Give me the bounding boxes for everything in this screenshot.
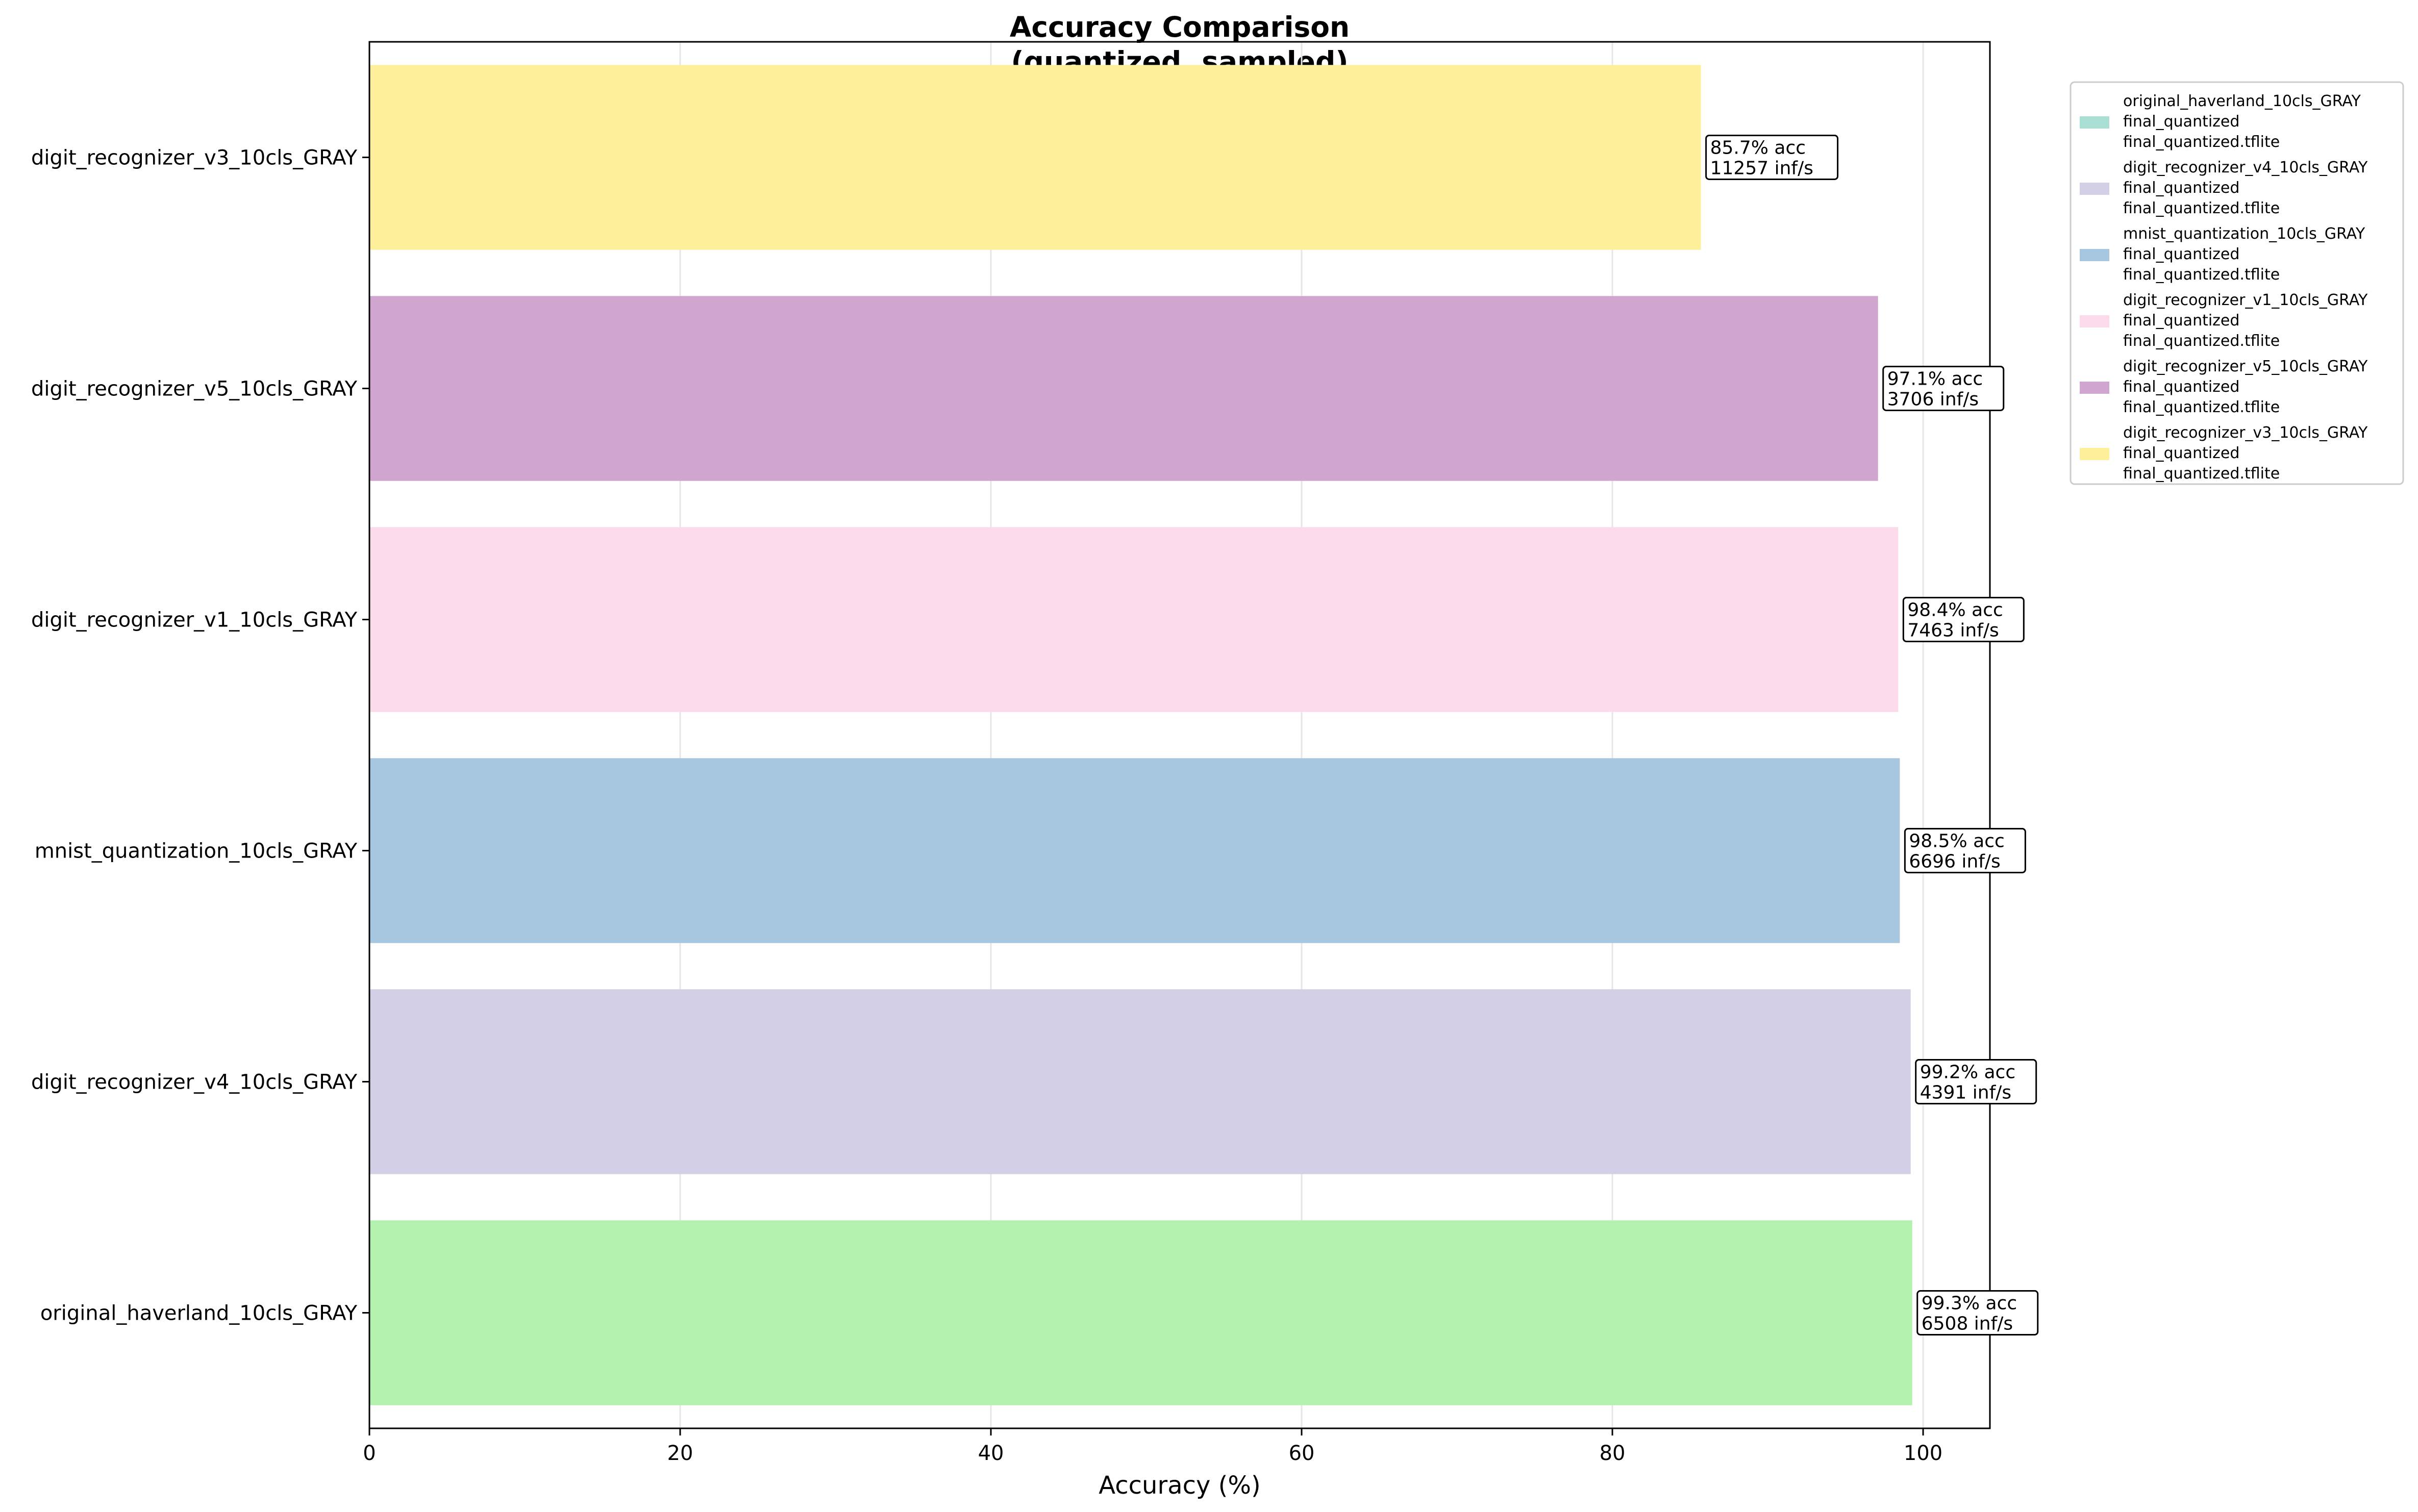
x-tick-label: 80 xyxy=(1600,1442,1626,1465)
data-label-box xyxy=(1882,366,2005,411)
y-tick-label: digit_recognizer_v1_10cls_GRAY xyxy=(31,609,358,632)
legend-entry-text: final_quantized xyxy=(2123,179,2239,197)
data-label: 98.4% acc xyxy=(1907,600,2003,621)
data-label: 98.5% acc xyxy=(1909,831,2004,852)
legend-entry-text: final_quantized.tflite xyxy=(2123,332,2280,350)
legend-entry-text: final_quantized xyxy=(2123,245,2239,263)
legend-swatch xyxy=(2080,249,2109,261)
data-label: 99.3% acc xyxy=(1922,1293,2017,1314)
data-label-box xyxy=(1904,828,2026,873)
chart-title-line-1: Accuracy Comparison xyxy=(1010,11,1350,43)
legend-frame xyxy=(2070,81,2404,485)
data-label: 99.2% acc xyxy=(1920,1062,2015,1083)
legend-entry-text: digit_recognizer_v1_10cls_GRAY xyxy=(2123,291,2368,309)
data-label: 85.7% acc xyxy=(1710,138,1806,159)
legend-entry-text: final_quantized.tflite xyxy=(2123,266,2280,284)
legend-entry-text: final_quantized xyxy=(2123,312,2239,330)
data-label: 4391 inf/s xyxy=(1920,1082,2011,1103)
bar xyxy=(369,527,1899,712)
legend-swatch xyxy=(2080,448,2109,460)
legend-entry-text: digit_recognizer_v5_10cls_GRAY xyxy=(2123,358,2368,375)
legend-entry-text: digit_recognizer_v4_10cls_GRAY xyxy=(2123,159,2368,177)
data-label: 3706 inf/s xyxy=(1887,389,1979,410)
data-label: 6696 inf/s xyxy=(1909,851,2000,872)
bar xyxy=(369,296,1878,481)
legend-swatch xyxy=(2080,116,2109,129)
x-tick-label: 40 xyxy=(978,1442,1004,1465)
legend-entry-text: final_quantized xyxy=(2123,444,2239,462)
data-label-box xyxy=(1916,1290,2039,1335)
x-tick-label: 60 xyxy=(1289,1442,1315,1465)
legend-entry-text: original_haverland_10cls_GRAY xyxy=(2123,92,2361,110)
data-label: 6508 inf/s xyxy=(1922,1314,2013,1334)
data-label-box xyxy=(1705,135,1839,180)
data-label: 97.1% acc xyxy=(1887,369,1983,390)
legend-swatch xyxy=(2080,315,2109,327)
data-label-box xyxy=(1902,597,2025,642)
data-label: 11257 inf/s xyxy=(1710,158,1813,179)
legend-entry-text: mnist_quantization_10cls_GRAY xyxy=(2123,225,2365,243)
legend-entry-text: final_quantized xyxy=(2123,113,2239,131)
legend-entry-text: final_quantized.tflite xyxy=(2123,398,2280,416)
legend: original_haverland_10cls_GRAY final_quant… xyxy=(2070,81,2404,485)
legend-entry-text: final_quantized xyxy=(2123,378,2239,396)
legend-entry-text: digit_recognizer_v3_10cls_GRAY xyxy=(2123,424,2368,442)
bar xyxy=(369,1220,1912,1405)
x-tick-label: 100 xyxy=(1904,1442,1942,1465)
y-tick-label: mnist_quantization_10cls_GRAY xyxy=(35,840,358,863)
y-tick-label: original_haverland_10cls_GRAY xyxy=(40,1302,358,1325)
y-tick-label: digit_recognizer_v4_10cls_GRAY xyxy=(31,1071,358,1094)
bar xyxy=(369,989,1911,1174)
y-tick-label: digit_recognizer_v5_10cls_GRAY xyxy=(31,377,358,401)
legend-entry-text: final_quantized.tflite xyxy=(2123,465,2280,483)
data-label: 7463 inf/s xyxy=(1907,620,1999,641)
x-axis-label: Accuracy (%) xyxy=(1099,1471,1260,1500)
bar xyxy=(369,65,1701,250)
legend-swatch xyxy=(2080,183,2109,195)
legend-entry-text: final_quantized.tflite xyxy=(2123,199,2280,217)
bar xyxy=(369,758,1900,943)
x-tick-label: 0 xyxy=(363,1442,376,1465)
bars xyxy=(369,65,1912,1405)
legend-swatch xyxy=(2080,382,2109,394)
plot-frame xyxy=(368,41,1991,1429)
x-tick-label: 20 xyxy=(667,1442,693,1465)
axis-ticks: 0 20 40 60 80 100 original_haverland_10cls_GRA… xyxy=(31,146,1942,1466)
data-label-box xyxy=(1915,1059,2037,1104)
y-tick-label: digit_recognizer_v3_10cls_GRAY xyxy=(31,146,358,170)
legend-entry-text: final_quantized.tflite xyxy=(2123,133,2280,151)
